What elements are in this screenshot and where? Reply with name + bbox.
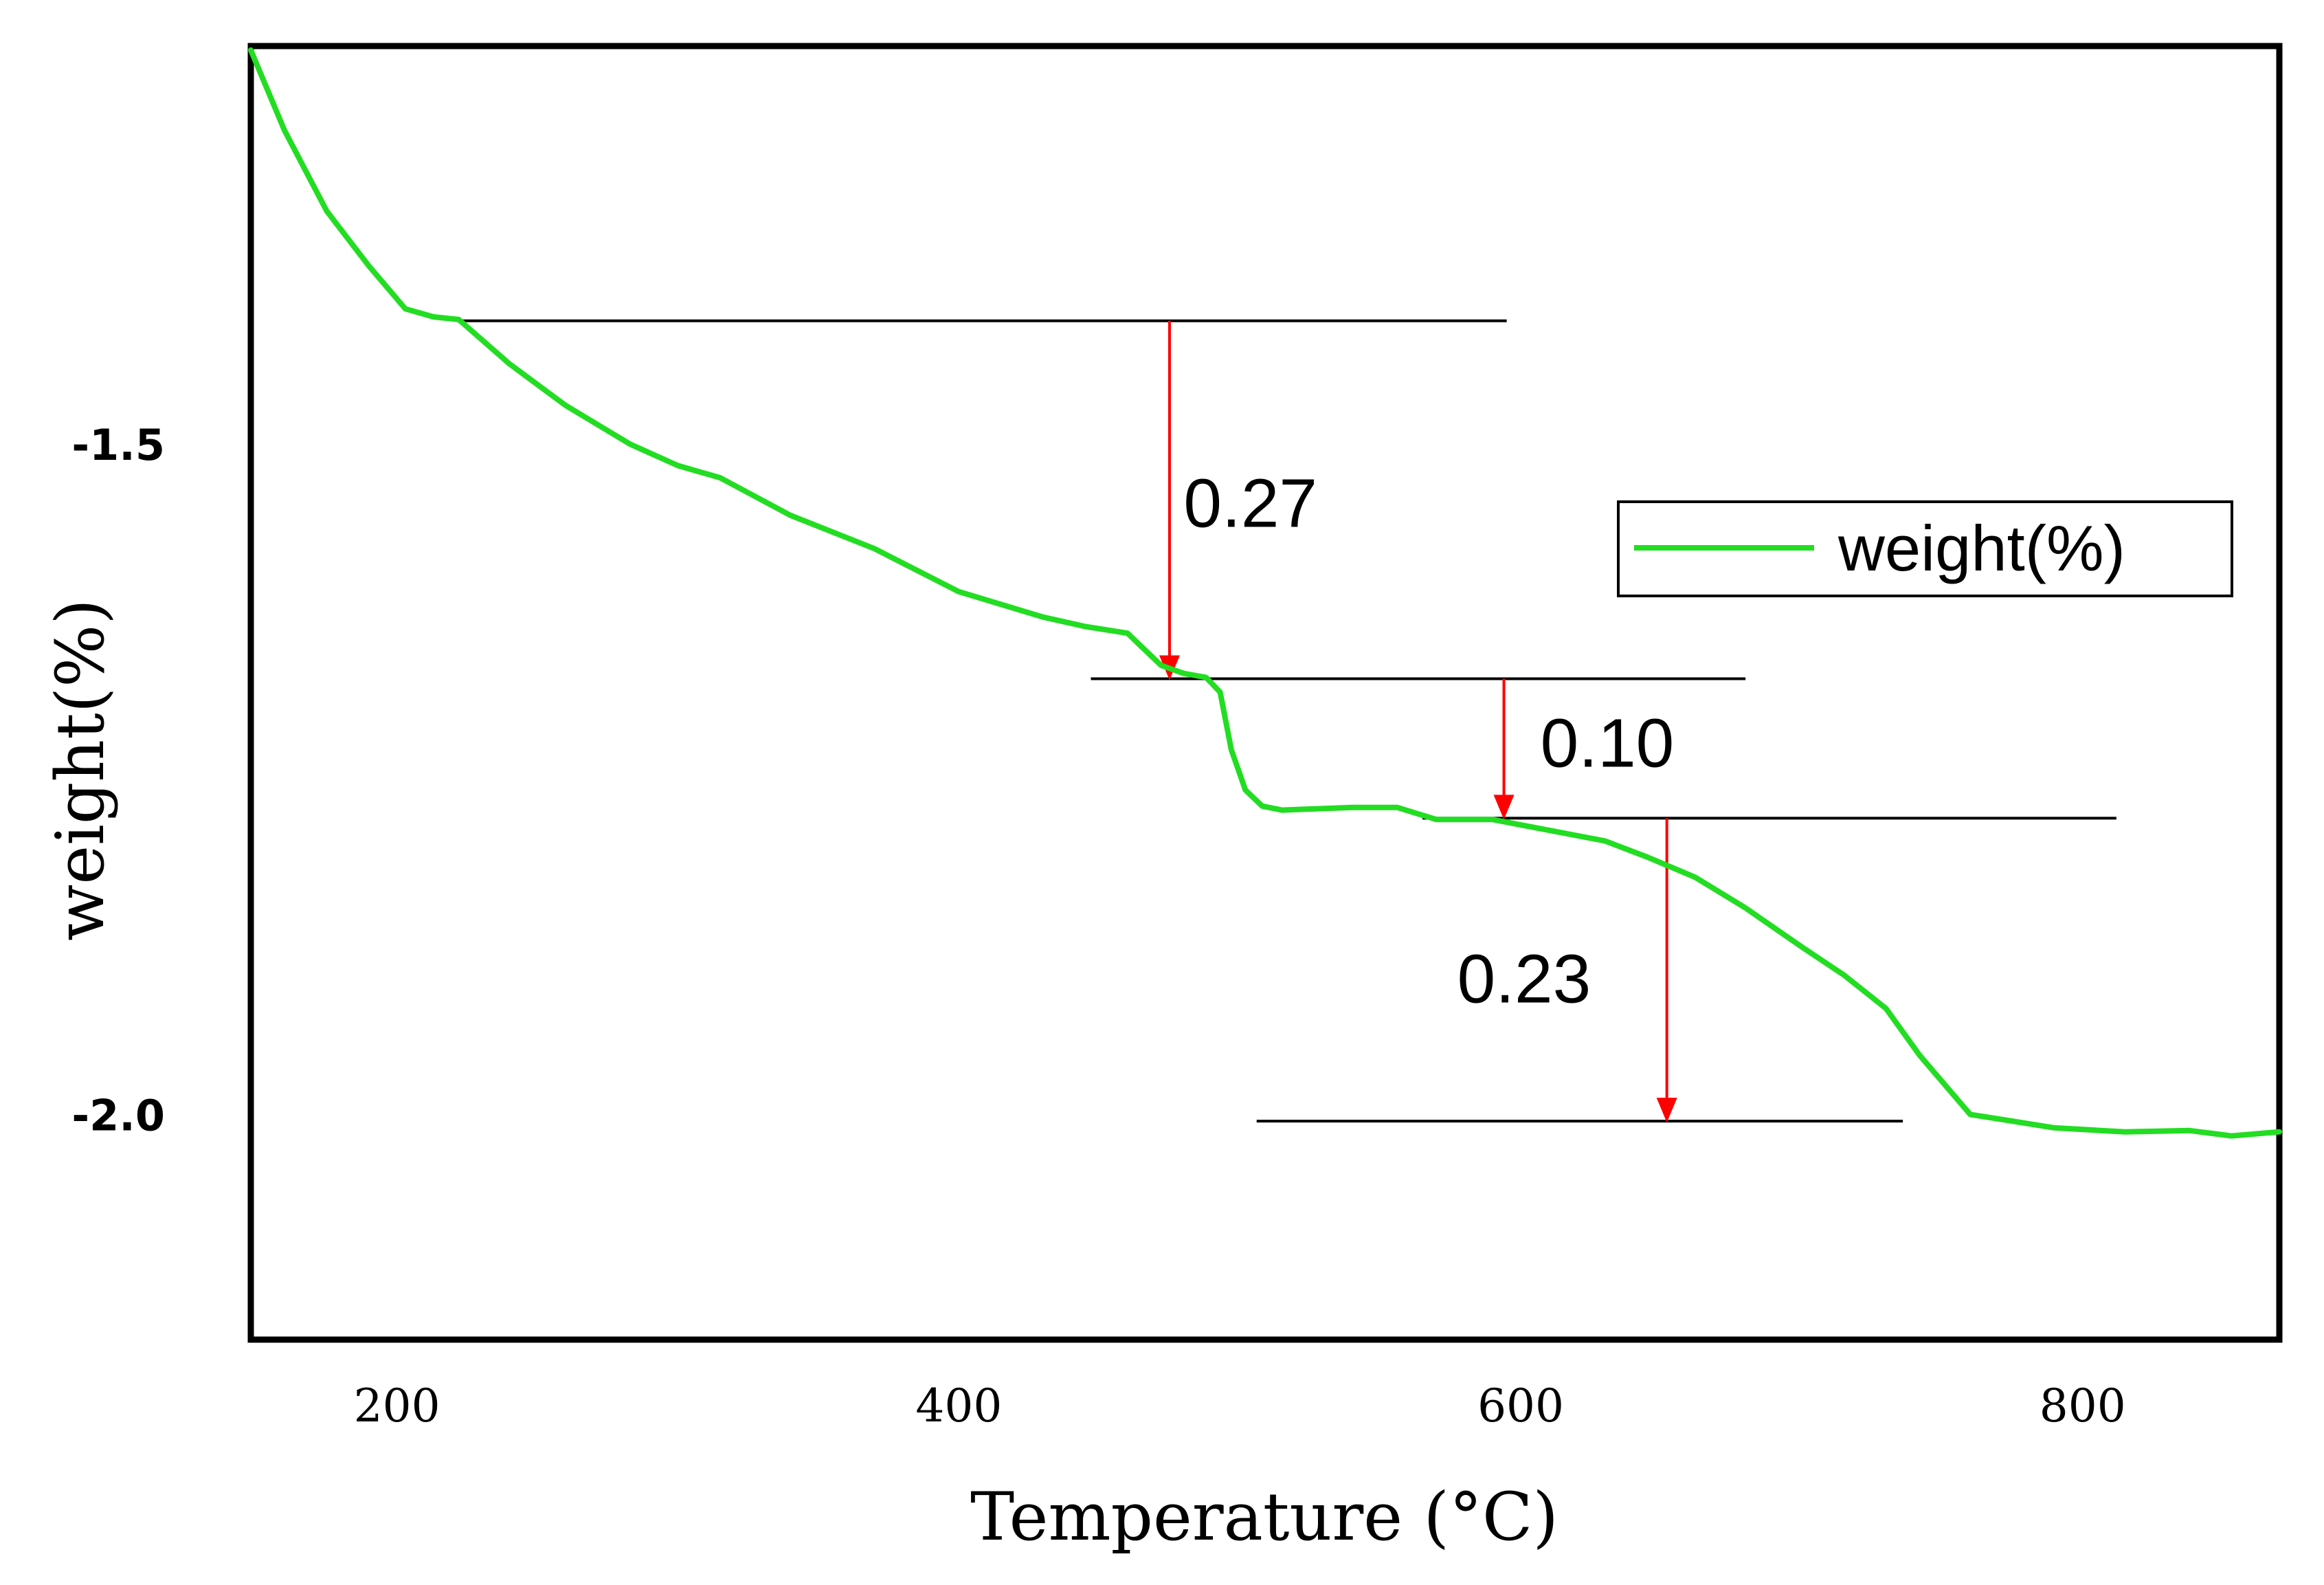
y-axis-title: weight(%) (42, 599, 119, 941)
reference-lines (458, 319, 2116, 1123)
x-tick-800: 800 (2040, 1379, 2126, 1432)
x-tick-200: 200 (354, 1379, 440, 1432)
y-tick--2.0: -2.0 (71, 1090, 165, 1140)
y-tick--1.5: -1.5 (71, 420, 165, 470)
legend-label: weight(%) (1837, 512, 2125, 584)
annotation-labels: 0.27 0.10 0.23 (1183, 465, 1674, 1017)
loss-label-2: 0.10 (1541, 705, 1675, 782)
legend: weight(%) (1617, 500, 2233, 597)
arrow-head-3 (1656, 1098, 1677, 1123)
x-tick-400: 400 (915, 1379, 1002, 1432)
x-tick-600: 600 (1477, 1379, 1564, 1432)
arrow-head-2 (1493, 795, 1515, 820)
loss-label-3: 0.23 (1457, 941, 1591, 1018)
weight-curve (248, 47, 2282, 1139)
plot-frame (247, 43, 2283, 1343)
loss-label-1: 0.27 (1183, 465, 1317, 542)
x-axis-title: Temperature (°C) (970, 1478, 1558, 1555)
y-tick-labels: -1.5 -2.0 (71, 420, 165, 1140)
x-tick-labels: 200 400 600 800 (354, 1379, 2126, 1432)
